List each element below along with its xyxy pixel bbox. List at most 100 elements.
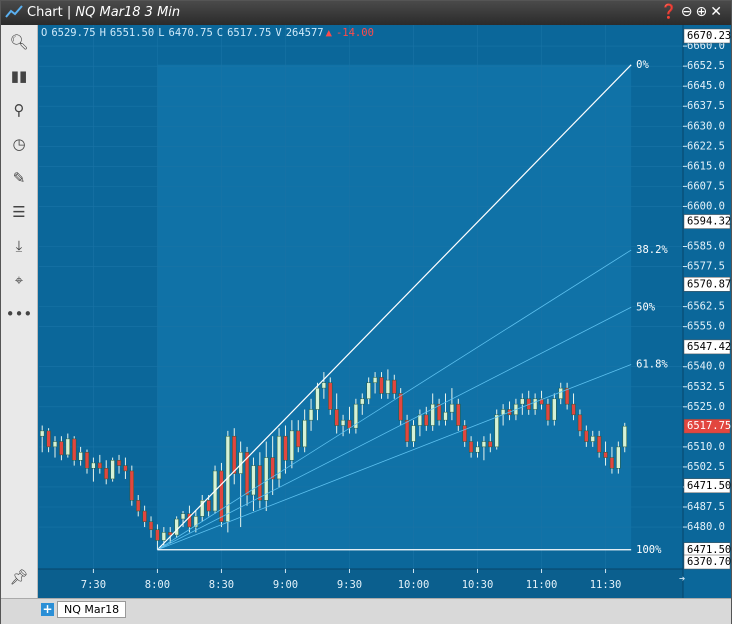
candle-body [52, 441, 58, 448]
candle-body [136, 500, 141, 512]
candle-body [334, 409, 339, 426]
y-tick-label: 6525.0 [687, 401, 725, 413]
x-tick-label: 8:00 [145, 579, 170, 591]
candle-body [385, 379, 391, 394]
info-value: 6529.75 [51, 27, 95, 39]
price-marker-label: 6370.70 [687, 556, 731, 568]
candle-body [379, 377, 384, 394]
candle-body [475, 446, 480, 453]
app-icon [5, 5, 23, 18]
change-arrow: ▲ [326, 27, 333, 39]
time-tool[interactable]: ◷ [12, 135, 26, 153]
candle-body [40, 430, 45, 437]
candle-body [584, 430, 589, 442]
candle-body [449, 403, 455, 413]
ohlc-info: O 6529.75 H 6551.50 L 6470.75 C 6517.75 V 264577 ▲… [41, 27, 374, 39]
y-tick-label: 6607.5 [687, 180, 725, 192]
x-tick-label: 11:30 [590, 579, 622, 591]
candle-body [468, 441, 474, 453]
x-tick-label: 10:00 [398, 579, 430, 591]
candle-body [456, 403, 461, 426]
info-value: 6517.75 [227, 27, 271, 39]
candle-body [270, 457, 275, 480]
price-marker [683, 339, 731, 355]
fib-line [157, 249, 632, 551]
candle-body [123, 465, 128, 472]
candle-body [251, 465, 256, 496]
fib-label: 38.2% [636, 244, 668, 256]
y-tick-label: 6600.0 [687, 200, 725, 212]
pin-tool[interactable]: 📌︎ [9, 568, 29, 586]
candle-body [116, 460, 122, 466]
info-value: 264577 [286, 27, 324, 39]
x-tick-label: 9:00 [273, 579, 298, 591]
candle-body [577, 414, 583, 432]
candle-body [552, 398, 557, 421]
y-tick-label: 6637.5 [687, 100, 725, 112]
price-marker [683, 214, 731, 229]
study-tool[interactable]: ☰ [12, 203, 26, 221]
y-tick-label: 6622.5 [687, 140, 725, 152]
window-controls[interactable]: ❓⊖⊕✕ [660, 4, 725, 20]
chart-title: NQ Mar18 3 Min [75, 5, 181, 20]
candle-body [424, 414, 429, 426]
candle-body [129, 470, 134, 501]
add-tab[interactable]: + [41, 602, 54, 616]
candle-body [168, 532, 173, 536]
candle-body [603, 451, 608, 458]
candle-body [148, 521, 154, 530]
candle-body [564, 387, 570, 405]
candle-body [276, 435, 282, 480]
info-label: C [217, 27, 223, 39]
x-tick-label: 10:30 [462, 579, 494, 591]
candle-body [596, 435, 602, 453]
candle-body [283, 435, 288, 461]
price-marker-label: 6670.23 [687, 30, 731, 42]
window-label: Chart | [27, 5, 72, 20]
candle-body [84, 451, 90, 469]
candle-body [545, 403, 551, 421]
info-label: V [275, 27, 282, 39]
fib-line [157, 306, 632, 551]
drawing-tool[interactable]: ⚲ [13, 101, 25, 119]
pen-tool[interactable]: ✎ [12, 169, 26, 187]
candle-body [289, 430, 295, 461]
crosshair-tool[interactable]: ⌖ [14, 271, 24, 289]
price-marker-label: 6594.32 [687, 216, 731, 228]
candle-body [46, 430, 51, 448]
candle-body [174, 518, 179, 536]
candle-body [200, 500, 205, 517]
tab-bar: + NQ Mar18 [1, 598, 731, 624]
price-marker [683, 554, 731, 570]
candle-body [104, 468, 109, 480]
x-tick-label: 9:30 [337, 579, 362, 591]
candle-body [398, 393, 403, 421]
price-marker [683, 418, 731, 434]
candle-body [110, 460, 115, 480]
candle-body [571, 403, 576, 416]
title-bar: Chart | NQ Mar18 3 Min ❓⊖⊕✕ [1, 1, 731, 25]
candle-body [462, 425, 467, 442]
y-tick-label: 6562.5 [687, 301, 725, 313]
search-tool[interactable]: 🔍︎ [9, 33, 29, 51]
download-tool[interactable]: ⤓ [15, 237, 23, 255]
candle-body [494, 414, 499, 448]
more-tool[interactable]: ••• [5, 305, 33, 323]
bar-type-tool[interactable]: ▮▮ [10, 67, 28, 85]
info-label: O [41, 27, 47, 39]
candle-body [180, 513, 186, 520]
candle-body [411, 425, 416, 442]
candle-body [622, 425, 627, 448]
candle-body [539, 398, 544, 405]
tab[interactable]: NQ Mar18 [57, 601, 127, 618]
candle-body [206, 500, 211, 512]
candle-body [257, 465, 263, 501]
y-tick-label: 6532.5 [687, 381, 725, 393]
y-tick-label: 6540.0 [687, 361, 725, 373]
y-tick-label: 6510.0 [687, 441, 725, 453]
info-value: 6470.75 [169, 27, 213, 39]
y-tick-label: 6577.5 [687, 261, 725, 273]
candle-body [321, 382, 327, 389]
fib-label: 61.8% [636, 359, 668, 371]
